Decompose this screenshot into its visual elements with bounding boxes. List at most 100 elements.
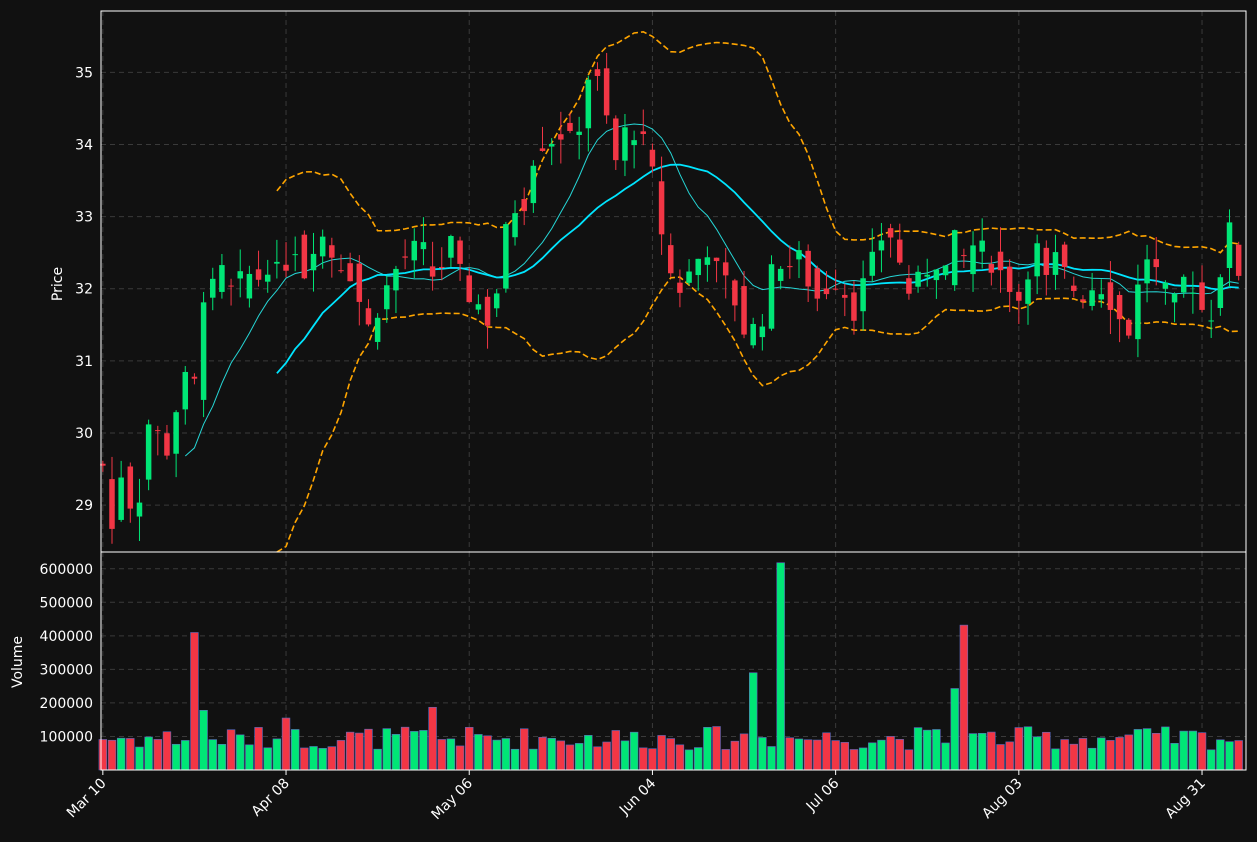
volume-bar (950, 688, 959, 771)
volume-bar (144, 736, 153, 771)
candle-body (210, 278, 216, 298)
candle-body (411, 240, 418, 261)
candle-body (1190, 292, 1196, 294)
candle-body (255, 269, 262, 280)
candle-body (1226, 222, 1233, 268)
volume-bar (1234, 740, 1243, 771)
volume-bar (1225, 741, 1234, 771)
volume-bar (849, 749, 859, 771)
candle-body (457, 240, 463, 264)
candle-body (704, 257, 711, 265)
candle-body (118, 477, 124, 520)
candle-body (695, 258, 701, 276)
candle-body (1006, 266, 1013, 292)
volume-bar (923, 729, 932, 771)
volume-bar (465, 727, 474, 771)
volume-tick-label: 100000 (40, 729, 93, 745)
volume-bar (767, 746, 776, 771)
candle-body (182, 371, 189, 410)
candle-body (860, 278, 866, 312)
volume-bar (98, 739, 108, 771)
candle-body (741, 286, 747, 335)
candle-body (365, 308, 372, 325)
candle-body (191, 376, 198, 379)
candle-body (677, 282, 683, 293)
volume-bar (199, 710, 208, 771)
candle-body (1126, 319, 1132, 336)
candle-body (649, 149, 656, 167)
volume-bar (300, 747, 309, 771)
candle-body (814, 268, 821, 299)
candle-body (915, 271, 921, 287)
volume-bar (977, 733, 987, 771)
candle-body (887, 228, 894, 238)
candle-body (109, 479, 115, 529)
volume-bar (840, 742, 849, 771)
candle-body (988, 263, 995, 273)
volume-bar (419, 730, 428, 771)
volume-tick-label: 600000 (40, 562, 93, 578)
candle-body (878, 240, 885, 251)
volume-bar (858, 747, 868, 771)
volume-bar (1188, 730, 1198, 771)
volume-bar (730, 740, 740, 771)
candle-body (686, 271, 692, 283)
volume-bar (519, 728, 529, 771)
volume-bar (345, 731, 355, 771)
volume-bar (1023, 726, 1033, 771)
volume-bar (794, 738, 804, 771)
candle-body (1098, 294, 1105, 300)
volume-bar (474, 734, 483, 771)
volume-frame (100, 551, 1247, 771)
volume-bar (1133, 729, 1143, 771)
volume-bar (529, 748, 538, 771)
volume-bar (959, 624, 969, 771)
candle-body (429, 266, 436, 277)
volume-bar (217, 744, 227, 771)
volume-bar (803, 739, 813, 771)
volume-bar (547, 738, 556, 771)
volume-bar (565, 744, 575, 771)
volume-bar (1142, 728, 1152, 771)
volume-bar (538, 736, 547, 771)
candle-body (521, 199, 527, 212)
candle-body (961, 255, 967, 257)
volume-bar (684, 749, 694, 771)
volume-bar (391, 734, 401, 771)
candle-body (228, 285, 234, 287)
volume-bar (428, 706, 437, 771)
volume-bar (135, 746, 144, 771)
candle-body (145, 424, 152, 480)
volume-bar (666, 738, 675, 771)
candle-body (503, 224, 509, 289)
volume-bar (510, 748, 520, 771)
candle-body (1025, 279, 1031, 304)
volume-bar (1161, 726, 1170, 771)
volume-bar (1197, 732, 1207, 771)
candle-body (274, 261, 280, 264)
volume-bar (116, 737, 126, 771)
candle-body (722, 262, 729, 276)
volume-bar (254, 727, 263, 771)
volume-tick-label: 400000 (40, 629, 93, 645)
volume-bar (574, 743, 584, 771)
candle-body (1208, 320, 1214, 322)
volume-bar (712, 726, 721, 771)
candle-body (1052, 252, 1059, 275)
price-tick-label: 32 (75, 282, 93, 298)
candle-body (347, 263, 353, 282)
candle-body (970, 245, 976, 275)
candle-body (466, 275, 472, 303)
fast-ma-line (184, 123, 1239, 457)
volume-bar (1087, 747, 1097, 771)
candle-body (548, 143, 555, 147)
volume-bar (739, 733, 749, 771)
volume-bar (336, 740, 346, 771)
volume-bar (153, 739, 162, 771)
candle-body (338, 270, 344, 272)
volume-bar (620, 740, 630, 771)
candle-body (585, 79, 592, 129)
candle-body (594, 69, 601, 76)
candle-body (613, 118, 619, 161)
volume-bar (437, 739, 446, 771)
